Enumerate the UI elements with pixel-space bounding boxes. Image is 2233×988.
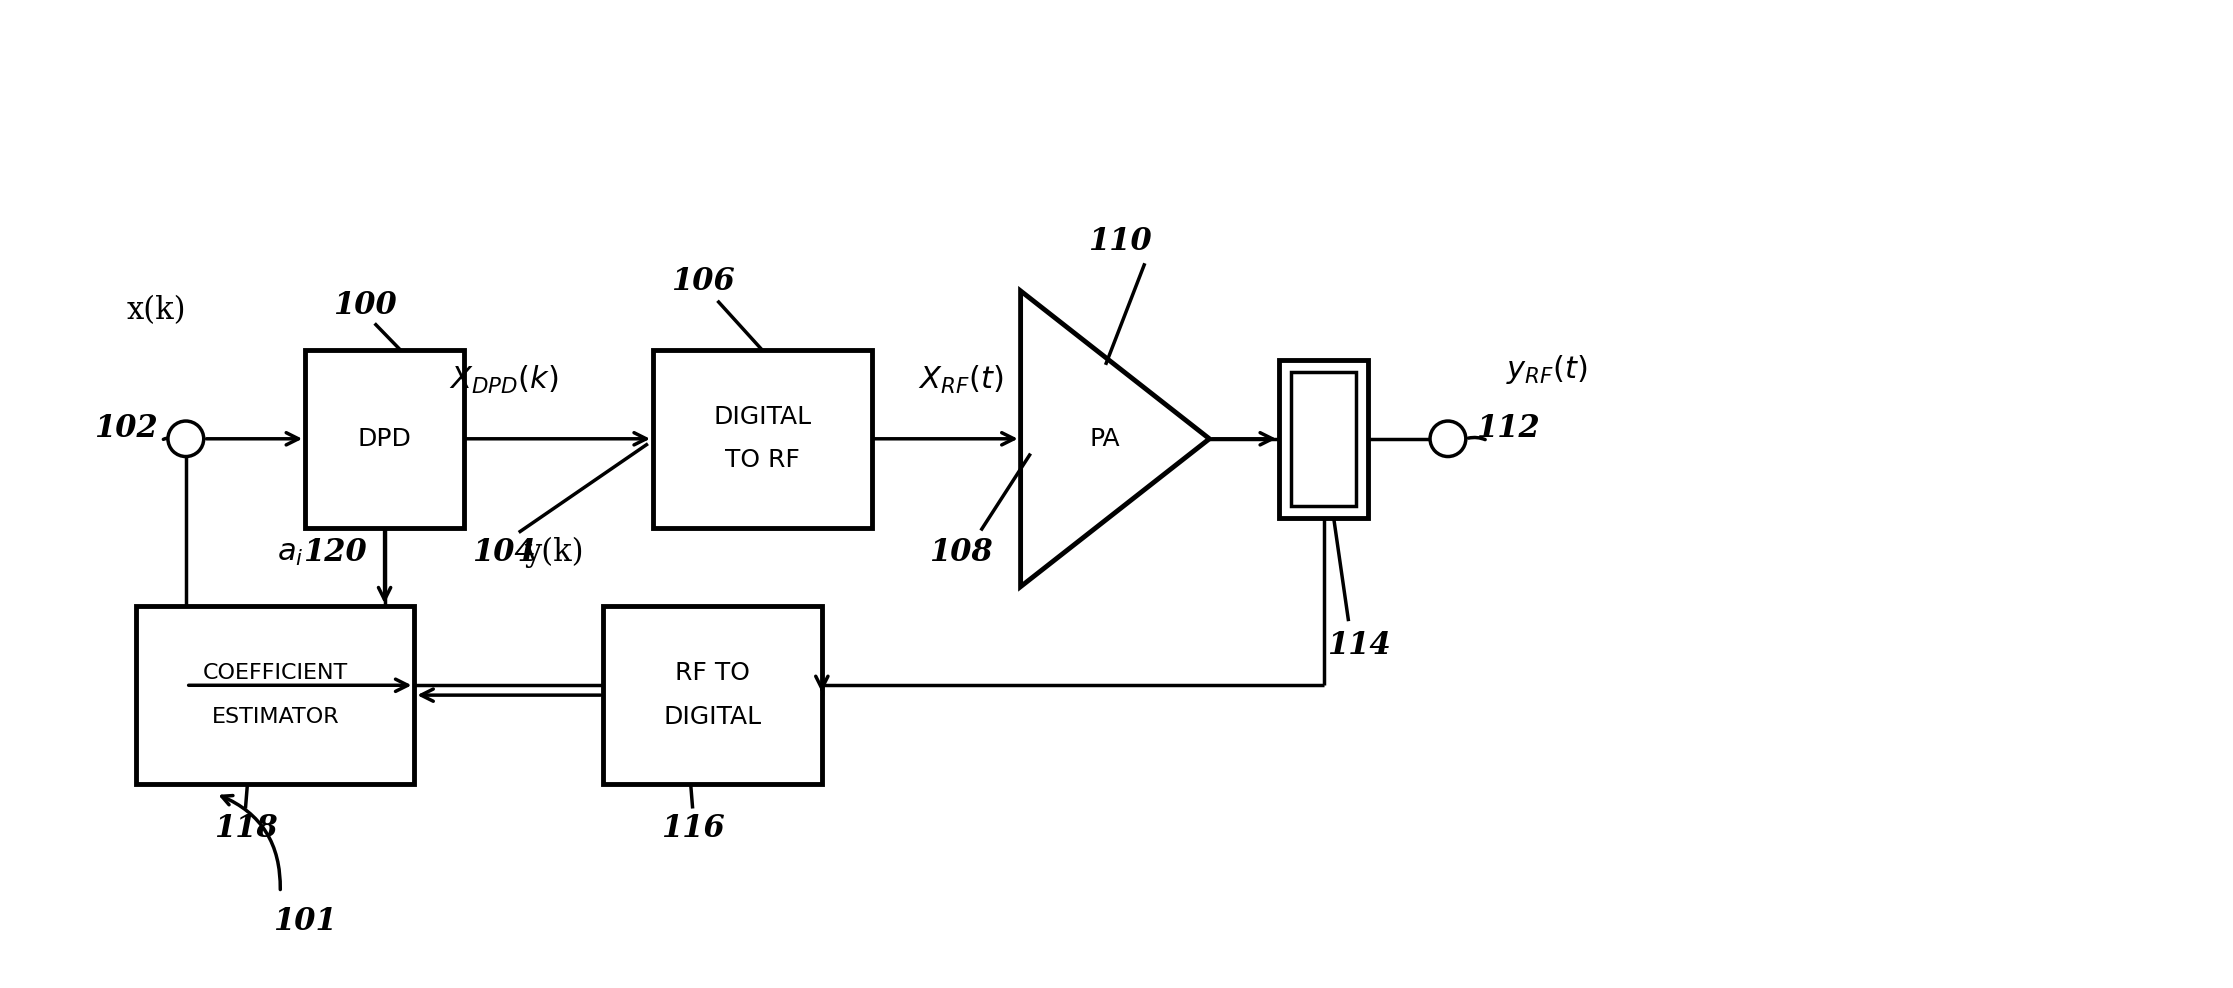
Text: 100: 100: [333, 290, 397, 321]
Text: $X_{RF}(t)$: $X_{RF}(t)$: [918, 364, 1003, 395]
Text: y(k): y(k): [525, 536, 583, 568]
Text: COEFFICIENT: COEFFICIENT: [203, 663, 348, 684]
Text: DIGITAL: DIGITAL: [712, 405, 811, 429]
Circle shape: [167, 421, 203, 456]
Bar: [652, 350, 871, 528]
Text: 102: 102: [94, 413, 159, 445]
Bar: [136, 607, 415, 783]
FancyArrowPatch shape: [1469, 438, 1485, 440]
Text: 104: 104: [471, 536, 536, 568]
Text: PA: PA: [1090, 427, 1121, 451]
Circle shape: [1429, 421, 1465, 456]
Text: 118: 118: [214, 813, 277, 844]
Text: 106: 106: [670, 266, 735, 296]
Text: ESTIMATOR: ESTIMATOR: [212, 706, 339, 727]
Text: 120: 120: [304, 536, 366, 568]
Bar: [603, 607, 822, 783]
Text: $a_i$: $a_i$: [277, 536, 304, 568]
Text: 108: 108: [929, 536, 994, 568]
Text: $y_{RF}(t)$: $y_{RF}(t)$: [1507, 354, 1588, 386]
Text: x(k): x(k): [127, 295, 185, 326]
FancyArrowPatch shape: [221, 795, 281, 889]
Text: 112: 112: [1476, 413, 1539, 445]
Text: $X_{DPD}(k)$: $X_{DPD}(k)$: [449, 364, 558, 395]
FancyArrowPatch shape: [163, 438, 170, 440]
Bar: [1291, 371, 1355, 506]
Text: RF TO: RF TO: [674, 661, 750, 686]
Text: DIGITAL: DIGITAL: [663, 704, 761, 729]
Bar: [306, 350, 464, 528]
Text: 110: 110: [1087, 226, 1152, 257]
Text: 101: 101: [272, 906, 337, 938]
Text: 114: 114: [1326, 630, 1391, 661]
Text: DPD: DPD: [357, 427, 411, 451]
Text: TO RF: TO RF: [726, 449, 799, 472]
Bar: [1280, 360, 1369, 518]
Text: 116: 116: [661, 813, 723, 844]
